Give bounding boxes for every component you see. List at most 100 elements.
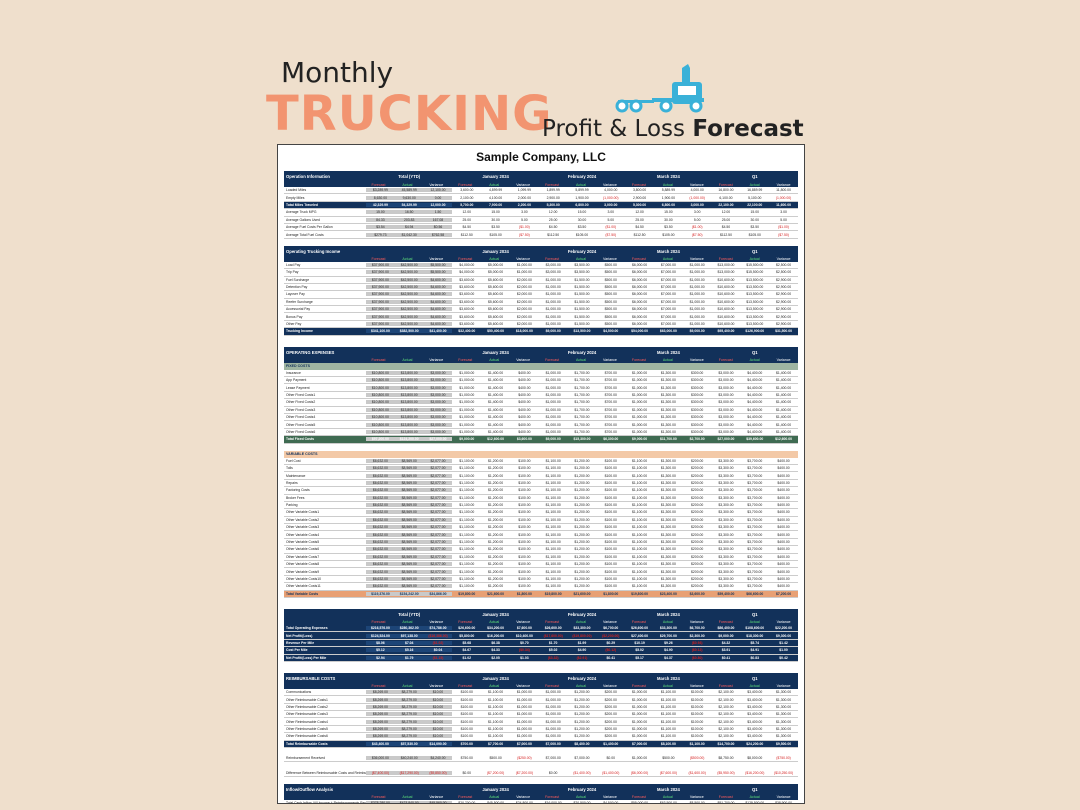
table-cell: $27,400.00	[631, 633, 649, 638]
table-cell: $1,300.00	[660, 385, 676, 390]
table-cell: $200.00	[691, 510, 704, 515]
subheader-label: Forecast	[458, 684, 473, 689]
column-group-label: Q1	[752, 248, 758, 254]
table-cell: $200.00	[691, 532, 704, 537]
table-cell: $3.50	[491, 225, 500, 230]
row-label: Trucking Income	[286, 329, 313, 334]
table-cell: $20,500.00	[573, 801, 591, 804]
spacer	[278, 336, 804, 347]
table-cell: $8,569.00	[394, 466, 424, 471]
table-cell: $6,632.00	[366, 540, 395, 545]
row-label: Difference Between Reimbursable Costs an…	[286, 770, 366, 775]
subheader-label: Forecast	[371, 358, 386, 363]
table-cell: $13,800.00	[394, 393, 424, 397]
table-cell: $2,900.00	[776, 292, 792, 297]
subheader-label: Forecast	[458, 358, 473, 363]
table-cell: $1,100.00	[488, 719, 504, 724]
table-cell: ($2,200.00)	[602, 633, 620, 638]
table-cell: $1,400.00	[776, 415, 792, 420]
table-row: Tolls $6,632.00 $8,569.00 $2,077.00 $1,100.0…	[284, 465, 798, 473]
table-cell: $1,000.00	[689, 285, 705, 290]
table-cell: $3.50	[577, 225, 587, 230]
table-cell: $13,500.00	[746, 285, 764, 290]
row-label: Total Reimbursable Costs	[286, 741, 328, 746]
table-cell: $91,700.00	[717, 801, 735, 804]
table-cell: $5.02	[548, 648, 558, 653]
table-cell: ($16,200.00)	[745, 770, 765, 775]
table-cell: $3,500.00	[574, 270, 590, 275]
table-cell: $3,300.00	[718, 495, 734, 500]
table-cell: $15,500.00	[746, 270, 764, 275]
table-cell: $100.00	[604, 576, 617, 581]
table-cell: $5.17	[635, 655, 644, 660]
table-cell: $6,000.00	[632, 299, 648, 304]
table-cell: $2,000.00	[516, 307, 532, 312]
table-cell: $1,000.00	[516, 712, 532, 717]
table-cell: $4,000.00	[459, 270, 475, 275]
header-row: REIMBURSABLE COSTS January 2024 February 2…	[284, 672, 798, 684]
table-cell: (1,000.00)	[689, 195, 705, 200]
table-cell: $3,400.00	[747, 727, 763, 732]
table-cell: $1,400.00	[488, 385, 504, 390]
table-cell: $1,200.00	[574, 719, 590, 724]
table-cell: $1.03	[520, 655, 529, 660]
spacer	[278, 598, 804, 609]
table-cell: $1,300.00	[776, 697, 792, 702]
subheader-label: Actual	[662, 358, 673, 363]
table-cell: $3,700.00	[747, 525, 763, 530]
table-cell: $1,100.00	[459, 576, 475, 581]
table-row: Total Reimbursable Costs $43,400.00 $57,53…	[284, 740, 798, 749]
table-cell: $3,400.00	[747, 712, 763, 717]
table-cell: $1,200.00	[574, 495, 590, 500]
table-cell: $1,200.00	[488, 480, 504, 485]
row-label: Empty Miles	[286, 195, 305, 200]
table-cell: $38,900.00	[775, 801, 793, 804]
subheader-label: Forecast	[718, 620, 733, 625]
table-cell: 15.00	[750, 210, 760, 215]
table-cell: $3,300.00	[718, 569, 734, 574]
table-cell: $19,800.00	[458, 591, 476, 596]
table-cell: $500.00	[604, 307, 617, 312]
subheader-label: Actual	[576, 257, 587, 262]
table-row: Other Variable Costs2 $6,632.00 $8,569.00 $…	[284, 517, 798, 525]
table-cell: $4,000.00	[459, 262, 475, 267]
table-cell: $1,000.00	[689, 262, 705, 267]
table-cell: $37,900.00	[366, 262, 395, 267]
table-cell: $1,000.00	[545, 393, 561, 397]
table-cell: $1,100.00	[632, 510, 648, 515]
table-cell: $1,200.00	[488, 473, 504, 478]
table-cell: $2,077.00	[423, 562, 453, 567]
table-cell: $1,000.00	[459, 378, 475, 383]
table-cell: $500.00	[604, 285, 617, 290]
table-cell: $8,569.00	[394, 576, 424, 581]
table-cell: $1,100.00	[632, 547, 648, 552]
row-label: Net Profit/(Loss)	[286, 633, 313, 638]
table-cell: $500.00	[604, 277, 617, 282]
table-cell: $1,200.00	[574, 569, 590, 574]
table-cell: 4,000.00	[690, 188, 704, 193]
row-label: Other Reimbursable Costs6	[286, 734, 328, 739]
table-cell: $400.00	[777, 473, 790, 478]
table-cell: $4.50	[635, 225, 644, 230]
table-cell: $42,500.00	[394, 277, 424, 282]
table-cell: $3,300.00	[718, 466, 734, 471]
table-cell: $4,600.00	[423, 307, 453, 312]
column-group-label: March 2024	[657, 349, 680, 355]
table-cell: $2,077.00	[423, 532, 453, 537]
table-cell: $0.56	[423, 225, 453, 230]
table-cell: $112.50	[547, 232, 560, 237]
column-group-label: March 2024	[657, 611, 680, 617]
table-cell: $1,000.00	[689, 307, 705, 312]
table-cell: $1,100.00	[459, 466, 475, 471]
table-cell: $1,000.00	[516, 704, 532, 709]
table-cell: $700.00	[460, 741, 473, 746]
table-cell: $2,100.00	[718, 719, 734, 724]
table-cell: $1,300.00	[660, 547, 676, 552]
table-cell: $1,300.00	[776, 704, 792, 709]
table-cell: $100.00	[518, 547, 531, 552]
table-cell: $1,100.00	[459, 503, 475, 508]
table-cell: $4.32	[721, 640, 731, 645]
table-cell: $8,269.00	[366, 727, 395, 732]
table-cell: $3.91	[721, 648, 731, 653]
table-cell: $100.00	[518, 576, 531, 581]
